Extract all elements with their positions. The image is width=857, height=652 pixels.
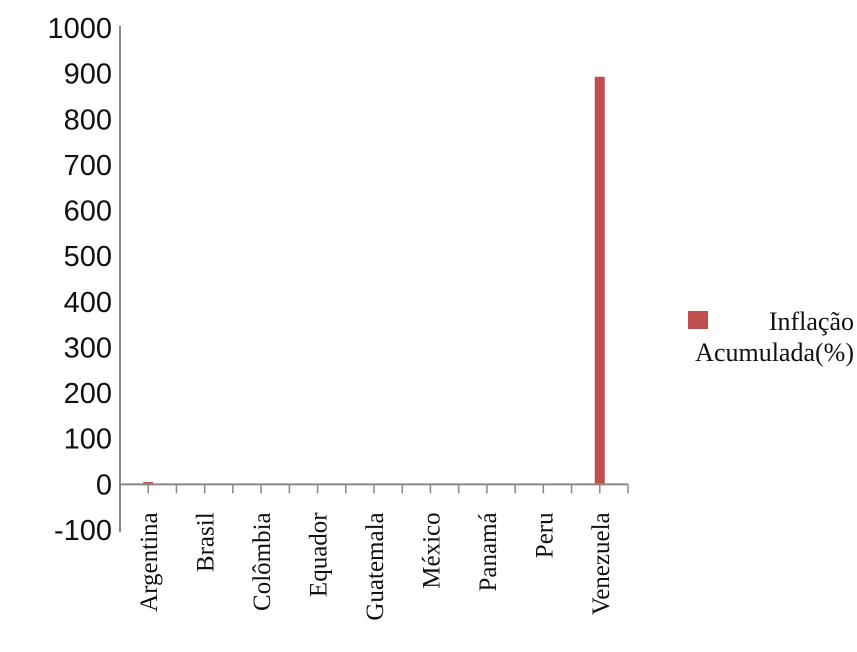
legend-label-line1: Inflação — [769, 307, 854, 336]
x-tick-label: Argentina — [136, 512, 163, 612]
x-tick-label: Venezuela — [588, 512, 615, 615]
y-tick-label: 0 — [96, 469, 112, 501]
y-tick-label: 200 — [64, 378, 112, 410]
legend: Inflação Acumulada(%) — [688, 307, 854, 367]
y-tick-label: 500 — [64, 241, 112, 273]
y-tick-label: 800 — [64, 104, 112, 136]
x-tick-marks — [119, 484, 629, 494]
y-tick-label: 400 — [64, 287, 112, 319]
x-tick-label: Guatemala — [362, 512, 389, 620]
y-tick-label: 600 — [64, 196, 112, 228]
y-tick-label: 900 — [64, 59, 112, 91]
x-tick-label: Brasil — [193, 512, 220, 572]
y-tick-label: 1000 — [47, 13, 112, 45]
y-tick-label: 100 — [64, 424, 112, 456]
bar-venezuela — [594, 76, 605, 485]
x-tick-label: Panamá — [475, 512, 502, 591]
x-tick-label: Equador — [306, 512, 333, 597]
bars-group — [143, 76, 605, 485]
legend-swatch — [688, 311, 708, 329]
x-tick-labels: Argentina Brasil Colômbia Equador Guatemala M… — [136, 512, 615, 621]
x-tick-label: Peru — [531, 512, 558, 558]
y-tick-label: 700 — [64, 150, 112, 182]
y-tick-label: -100 — [54, 515, 112, 547]
x-tick-label: México — [418, 512, 445, 588]
bar-argentina — [143, 482, 154, 485]
legend-label-line2: Acumulada(%) — [695, 338, 854, 367]
y-tick-label: 300 — [64, 332, 112, 364]
x-tick-label: Colômbia — [249, 512, 276, 611]
